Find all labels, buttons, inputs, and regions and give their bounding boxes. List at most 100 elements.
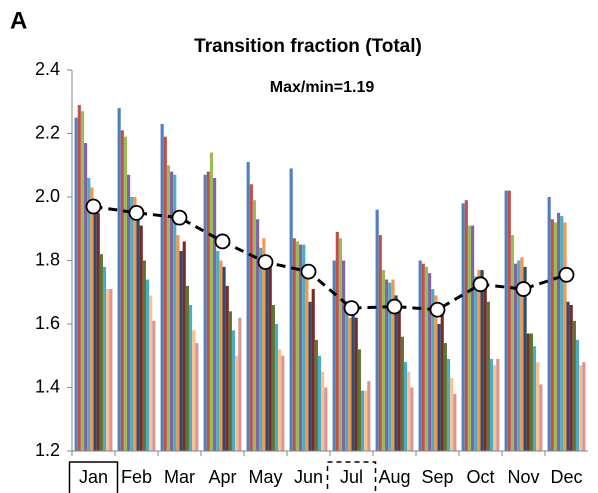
bar bbox=[249, 184, 253, 452]
bar bbox=[394, 295, 398, 451]
bar bbox=[292, 238, 296, 451]
bar bbox=[385, 279, 389, 451]
bar bbox=[308, 301, 312, 451]
line-marker bbox=[515, 281, 532, 297]
bar bbox=[560, 216, 564, 451]
bar bbox=[145, 279, 150, 451]
bar bbox=[428, 273, 432, 451]
bar bbox=[443, 343, 447, 451]
x-tick-label: Jun bbox=[294, 467, 323, 487]
bar bbox=[314, 339, 318, 451]
y-tick-label: 1.8 bbox=[35, 249, 60, 269]
bar bbox=[348, 317, 352, 451]
line-marker bbox=[128, 204, 145, 221]
bar bbox=[317, 355, 322, 451]
bar bbox=[77, 104, 81, 452]
x-tick-label: Jan bbox=[79, 467, 108, 487]
bar bbox=[305, 276, 309, 451]
bar bbox=[289, 168, 293, 452]
bar bbox=[547, 197, 551, 451]
bar bbox=[378, 235, 382, 451]
bar bbox=[179, 250, 183, 451]
x-tick-label: Mar bbox=[164, 467, 195, 487]
bar bbox=[170, 171, 174, 451]
chart-title: Transition fraction (Total) bbox=[194, 36, 422, 57]
bar bbox=[321, 371, 325, 451]
bar bbox=[579, 365, 583, 451]
bar bbox=[375, 209, 379, 451]
bar bbox=[130, 197, 134, 451]
bar bbox=[403, 362, 408, 451]
annotation: Max/min=1.19 bbox=[270, 79, 375, 96]
bar bbox=[493, 365, 497, 451]
bar bbox=[246, 162, 250, 451]
bar bbox=[464, 200, 468, 451]
bar bbox=[133, 197, 137, 451]
line-marker bbox=[343, 300, 360, 317]
bar bbox=[507, 190, 511, 451]
bar bbox=[526, 333, 530, 451]
bar bbox=[510, 235, 515, 451]
bar bbox=[192, 330, 196, 451]
bar bbox=[410, 387, 414, 451]
bar bbox=[566, 301, 570, 451]
bar bbox=[504, 190, 508, 451]
bar bbox=[381, 270, 386, 451]
bar bbox=[99, 254, 103, 451]
bar bbox=[149, 295, 153, 451]
bar bbox=[431, 289, 435, 451]
bar bbox=[332, 260, 336, 451]
bar bbox=[514, 263, 518, 451]
bar bbox=[274, 324, 279, 451]
bar bbox=[388, 282, 392, 451]
bar bbox=[324, 387, 328, 451]
bar bbox=[295, 241, 300, 451]
x-tick-label: Aug bbox=[378, 467, 410, 487]
bar bbox=[231, 330, 236, 451]
bar bbox=[520, 257, 524, 451]
bar bbox=[536, 362, 540, 451]
bar bbox=[235, 355, 239, 451]
highlight-box bbox=[68, 461, 119, 493]
line-marker bbox=[429, 301, 446, 318]
y-tick-label: 1.4 bbox=[35, 376, 60, 396]
bar bbox=[123, 136, 128, 452]
bar bbox=[575, 339, 580, 451]
x-tick-label: Nov bbox=[507, 467, 539, 487]
bar bbox=[517, 260, 521, 451]
bar bbox=[550, 219, 554, 451]
bar bbox=[173, 174, 177, 451]
bar bbox=[90, 187, 94, 451]
bar bbox=[569, 304, 573, 451]
bar bbox=[391, 279, 395, 451]
bar bbox=[152, 320, 156, 451]
x-tick-label: Dec bbox=[550, 467, 582, 487]
bar bbox=[486, 301, 490, 451]
bar bbox=[256, 219, 260, 451]
bar bbox=[271, 304, 275, 451]
bar bbox=[345, 301, 349, 451]
y-tick-label: 1.6 bbox=[35, 313, 60, 333]
bar bbox=[84, 143, 88, 451]
bar bbox=[489, 358, 494, 451]
bar bbox=[188, 304, 193, 451]
bar bbox=[139, 225, 143, 451]
line-marker bbox=[85, 198, 102, 215]
bar bbox=[127, 174, 131, 451]
bar bbox=[407, 371, 411, 451]
bar bbox=[102, 266, 107, 451]
bar bbox=[302, 244, 306, 451]
bar bbox=[461, 203, 465, 451]
bar bbox=[467, 225, 472, 451]
bar bbox=[142, 260, 146, 451]
bar bbox=[225, 285, 229, 451]
bar bbox=[553, 222, 558, 451]
bar bbox=[238, 317, 242, 451]
bar bbox=[446, 358, 451, 451]
bar bbox=[252, 200, 257, 451]
x-tick-label: Oct bbox=[466, 467, 494, 487]
bar bbox=[182, 241, 186, 451]
bar bbox=[563, 222, 567, 451]
bar bbox=[163, 136, 167, 452]
bar bbox=[529, 333, 533, 451]
